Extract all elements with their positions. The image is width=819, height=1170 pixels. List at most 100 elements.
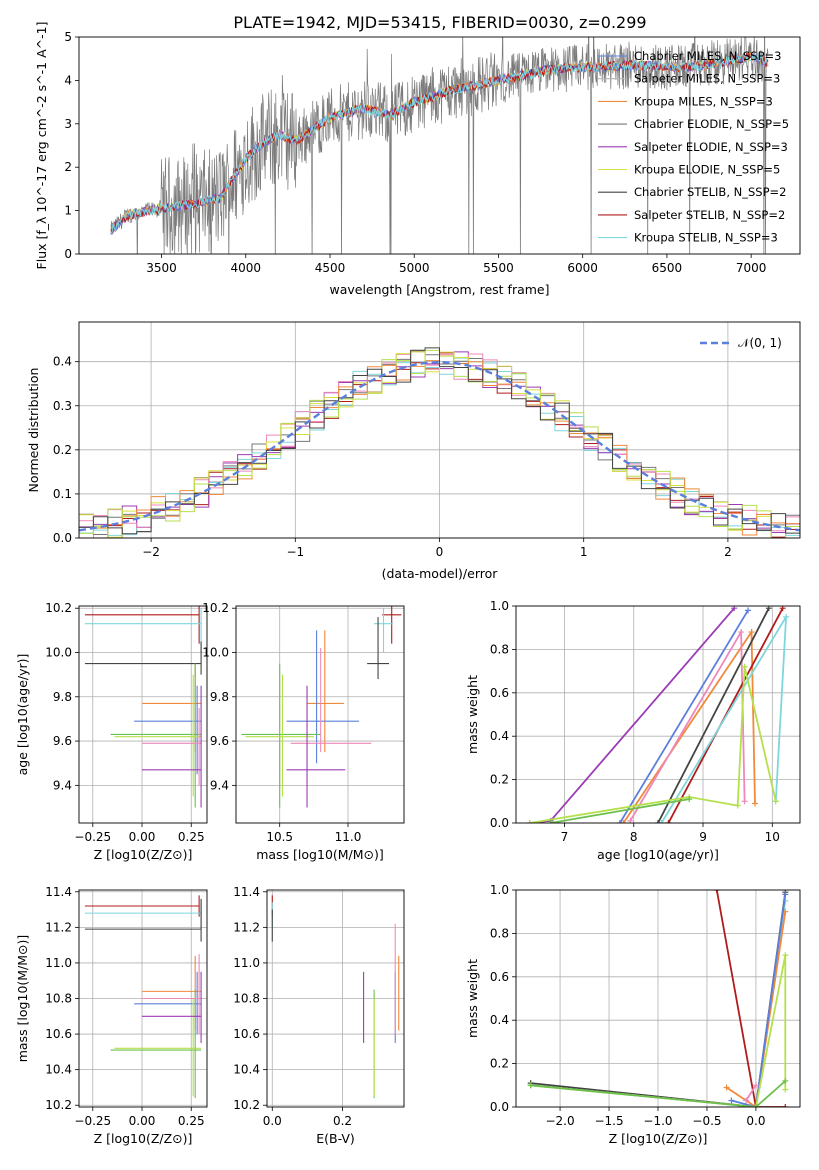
legend-label: Kroupa ELODIE, N_SSP=5 (634, 163, 780, 177)
mass-weight-marker (723, 1084, 730, 1091)
y-tick-label: 0.8 (490, 926, 509, 940)
y-tick-label: 5 (64, 30, 72, 44)
axes-frame (78, 321, 801, 539)
mass-weight-series-kroupa_miles (726, 911, 787, 1107)
y-tick-label: 1 (64, 204, 72, 218)
x-tick-label: −1.0 (643, 1114, 672, 1128)
y-tick-label: 9.6 (53, 734, 72, 748)
mass-weight-marker (752, 1104, 759, 1107)
y-tick-label: 10.2 (233, 1098, 260, 1112)
mass-weight-marker (547, 820, 554, 823)
x-axis-label: E(B-V) (316, 1131, 355, 1146)
residuals-panel: −2 −1 0 1 2 0.0 0.1 0.2 0.3 0.4 (data-model)/error… (26, 321, 801, 581)
mass-weight-marker (665, 820, 672, 823)
axes-frame (266, 889, 405, 1108)
y-tick-label: 2 (64, 160, 72, 174)
x-tick-label: 9 (699, 830, 707, 844)
mass-weight-marker (752, 1082, 759, 1089)
y-tick-label: 0.2 (490, 1057, 509, 1071)
y-tick-label: 1.0 (490, 599, 509, 613)
mass-weight-marker (738, 629, 745, 636)
x-tick-label: 0.0 (746, 1114, 765, 1128)
y-tick-label: 10.8 (233, 992, 260, 1006)
mass-weight-marker (658, 820, 665, 823)
x-tick-label: −2 (142, 545, 160, 559)
x-tick-label: −1.5 (594, 1114, 623, 1128)
x-tick-label: 0.00 (129, 1114, 156, 1128)
axes-frame (78, 36, 801, 255)
x-tick-label: 0.0 (263, 1114, 282, 1128)
mass-weight-marker (782, 1104, 789, 1107)
mass-weight-marker (743, 1097, 750, 1104)
y-tick-label: 10.2 (202, 601, 229, 615)
y-tick-label: 9.6 (210, 734, 229, 748)
model-spectrum-kroupa_stelib (110, 52, 769, 234)
mass-weight-marker (745, 607, 752, 614)
age_vs_mass-panel: 10.5 11.0 9.4 9.6 9.8 10.0 10.2 mass [log10(M/M… (202, 601, 405, 862)
legend-label: Kroupa STELIB, N_SSP=3 (634, 231, 778, 245)
y-tick-label: 0.2 (53, 443, 72, 457)
y-tick-label: 10.6 (233, 1027, 260, 1041)
y-axis-label: mass [log10(M/M⊙)] (15, 935, 30, 1063)
y-tick-label: 11.2 (45, 920, 72, 934)
x-tick-label: −0.5 (692, 1114, 721, 1128)
y-tick-label: 10.0 (202, 646, 229, 660)
x-axis-label: mass [log10(M/M⊙)] (256, 847, 384, 862)
mass-weight-series-green (530, 1080, 786, 1107)
x-tick-label: −0.25 (74, 1114, 111, 1128)
y-tick-label: 10.2 (45, 601, 72, 615)
spectrum-panel: 3500 4000 4500 5000 5500 6000 6500 7000 0 1 2 3 4 5 wa… (34, 22, 801, 297)
y-axis-label: Flux [f_λ 10^-17 erg cm^-2 s^-1 A^-1] (34, 22, 49, 270)
legend-label: Chabrier STELIB, N_SSP=2 (634, 185, 786, 199)
y-tick-label: 0.0 (53, 531, 72, 545)
y-tick-label: 1.0 (490, 883, 509, 897)
x-axis-label: wavelength [Angstrom, rest frame] (329, 282, 549, 297)
y-tick-label: 9.8 (53, 690, 72, 704)
x-axis-label: Z [log10(Z/Z⊙)] (94, 847, 193, 862)
mass-weight-lines (526, 606, 790, 823)
x-axis-label: (data-model)/error (382, 566, 499, 581)
histograms (79, 347, 800, 538)
massweight_vs_Z-panel: −2.0 −1.5 −1.0 −0.5 0.0 0.0 0.2 0.4 0.6 0.8 1.0 Z [… (465, 883, 801, 1146)
y-tick-label: 11.0 (233, 956, 260, 970)
y-tick-label: 11.2 (233, 920, 260, 934)
y-axis-label: mass weight (465, 675, 480, 754)
legend-label: Salpeter STELIB, N_SSP=2 (634, 208, 785, 222)
x-axis-label: Z [log10(Z/Z⊙)] (94, 1131, 193, 1146)
mass-weight-series-green (550, 798, 690, 823)
y-tick-label: 10.2 (45, 1098, 72, 1112)
y-tick-label: 0.8 (490, 642, 509, 656)
y-tick-label: 0.6 (490, 970, 509, 984)
y-tick-label: 10.4 (45, 1063, 72, 1077)
mass-weight-marker (734, 802, 741, 809)
axes-frame (235, 605, 405, 824)
y-tick-label: 11.0 (45, 956, 72, 970)
mass-weight-marker (782, 1077, 789, 1084)
y-tick-label: 10.6 (45, 1027, 72, 1041)
y-tick-label: 11.4 (45, 885, 72, 899)
y-tick-label: 10.4 (233, 1063, 260, 1077)
gaussian-curve (79, 360, 800, 532)
x-tick-label: 7000 (736, 261, 767, 275)
y-axis-label: mass weight (465, 959, 480, 1038)
mass-weight-lines (527, 890, 789, 1107)
y-tick-label: 0.4 (53, 355, 72, 369)
mass-weight-marker (783, 613, 790, 620)
spectrum-lines (110, 37, 769, 254)
y-tick-label: 0.4 (490, 729, 509, 743)
legend-label: Salpeter ELODIE, N_SSP=3 (634, 140, 788, 154)
x-tick-label: 6000 (567, 261, 598, 275)
y-tick-label: 0.4 (490, 1013, 509, 1027)
y-tick-label: 11.4 (233, 885, 260, 899)
mass_vs_Z-panel: −0.25 0.00 0.25 10.2 10.4 10.6 10.8 11.0 11.2 11.… (15, 885, 208, 1146)
x-tick-label: −2.0 (545, 1114, 574, 1128)
y-tick-label: 9.8 (210, 690, 229, 704)
mass-weight-marker (620, 820, 627, 823)
x-tick-label: 1 (580, 545, 588, 559)
x-tick-label: 4500 (315, 261, 346, 275)
mass-weight-marker (728, 1097, 735, 1104)
histogram-chabrier_stelib (79, 347, 800, 537)
mass-weight-marker (782, 891, 789, 898)
y-tick-label: 10.8 (45, 992, 72, 1006)
